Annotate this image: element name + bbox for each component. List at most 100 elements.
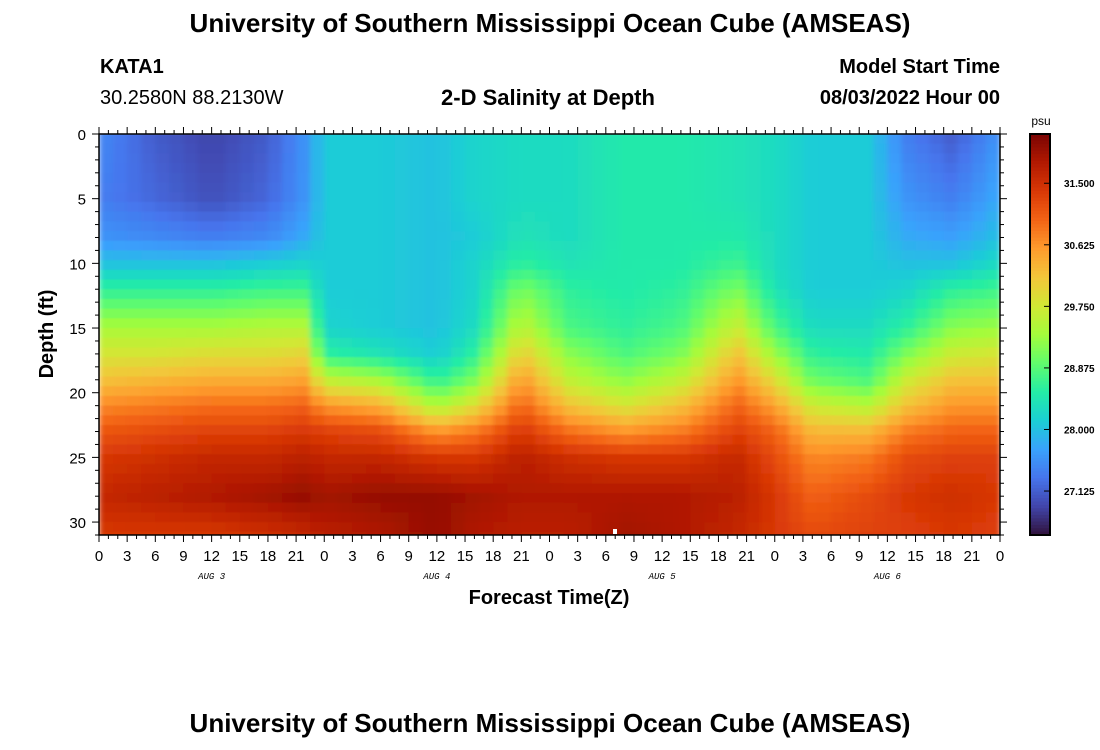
heatmap-cell: [915, 231, 931, 242]
heatmap-cell: [99, 337, 114, 349]
heatmap-cell: [718, 269, 734, 281]
heatmap-cell: [704, 454, 720, 465]
colorbar-tick-label: 31.500: [1064, 179, 1095, 190]
heatmap-cell: [690, 473, 706, 485]
heatmap-cell: [535, 289, 551, 300]
heatmap-cell: [605, 473, 621, 485]
heatmap-cell: [465, 211, 481, 223]
heatmap-cell: [493, 454, 509, 465]
heatmap-cell: [366, 434, 382, 446]
heatmap-cell: [436, 483, 452, 494]
heatmap-cell: [352, 250, 368, 262]
heatmap-cell: [493, 201, 509, 213]
heatmap-cell: [493, 463, 509, 475]
heatmap-cell: [901, 172, 917, 184]
heatmap-cell: [493, 143, 509, 155]
heatmap-cell: [296, 531, 312, 535]
heatmap-cell: [493, 260, 509, 271]
heatmap-cell: [169, 357, 185, 368]
heatmap-cell: [127, 269, 143, 281]
heatmap-cell: [338, 376, 354, 388]
heatmap-cell: [549, 134, 565, 145]
heatmap-cell: [788, 182, 804, 194]
heatmap-cell: [619, 231, 635, 242]
heatmap-cell: [310, 434, 326, 446]
heatmap-cell: [577, 502, 593, 514]
heatmap-cell: [887, 250, 903, 262]
heatmap-cell: [296, 289, 312, 300]
heatmap-cell: [394, 444, 410, 456]
heatmap-cell: [605, 337, 621, 349]
heatmap-cell: [450, 201, 466, 213]
heatmap-cell: [113, 531, 129, 535]
heatmap-cell: [352, 454, 368, 465]
x-tick-label: 0: [771, 548, 779, 565]
heatmap-cell: [915, 395, 931, 407]
heatmap-cell: [394, 240, 410, 252]
heatmap-cell: [507, 143, 523, 155]
heatmap-cell: [943, 172, 959, 184]
heatmap-cell: [479, 289, 495, 300]
heatmap-cell: [915, 376, 931, 388]
heatmap-cell: [239, 172, 255, 184]
heatmap-cell: [394, 531, 410, 535]
heatmap-cell: [563, 512, 579, 523]
x-tick-label: 21: [738, 548, 755, 565]
heatmap-cell: [676, 318, 692, 329]
heatmap-cell: [845, 289, 861, 300]
heatmap-cell: [859, 231, 875, 242]
colorbar-segment: [1030, 464, 1050, 469]
heatmap-cell: [760, 250, 776, 262]
heatmap-cell: [394, 425, 410, 436]
heatmap-cell: [380, 250, 396, 262]
heatmap-cell: [873, 473, 889, 485]
colorbar-segment: [1030, 331, 1050, 336]
heatmap-cell: [901, 492, 917, 504]
colorbar-segment: [1030, 484, 1050, 490]
heatmap-cell: [366, 143, 382, 155]
heatmap-cell: [676, 298, 692, 310]
heatmap-cell: [296, 221, 312, 232]
heatmap-cell: [436, 337, 452, 349]
heatmap-cell: [915, 444, 931, 456]
heatmap-cell: [197, 502, 213, 514]
heatmap-cell: [225, 279, 241, 291]
heatmap-cell: [113, 444, 129, 456]
heatmap-cell: [591, 502, 607, 514]
heatmap-cell: [746, 192, 762, 203]
heatmap-cell: [113, 201, 129, 213]
heatmap-cell: [859, 143, 875, 155]
heatmap-cell: [774, 289, 790, 300]
heatmap-cell: [915, 405, 931, 417]
heatmap-cell: [155, 386, 171, 397]
heatmap-cell: [352, 231, 368, 242]
heatmap-cell: [788, 483, 804, 494]
heatmap-cell: [591, 231, 607, 242]
heatmap-cell: [971, 192, 987, 203]
heatmap-cell: [732, 463, 748, 475]
heatmap-cell: [352, 386, 368, 397]
heatmap-cell: [915, 425, 931, 436]
heatmap-cell: [915, 192, 931, 203]
heatmap-cell: [155, 502, 171, 514]
heatmap-cell: [985, 182, 1000, 194]
heatmap-cell: [760, 454, 776, 465]
heatmap-cell: [253, 153, 269, 164]
heatmap-cell: [465, 328, 481, 339]
heatmap-cell: [985, 298, 1000, 310]
heatmap-cell: [859, 269, 875, 281]
heatmap-cell: [605, 298, 621, 310]
heatmap-cell: [366, 492, 382, 504]
heatmap-cell: [605, 260, 621, 271]
heatmap-cell: [225, 143, 241, 155]
heatmap-cell: [802, 201, 818, 213]
heatmap-cell: [662, 347, 678, 359]
heatmap-cell: [816, 289, 832, 300]
heatmap-cell: [802, 328, 818, 339]
heatmap-cell: [943, 308, 959, 320]
heatmap-cell: [704, 328, 720, 339]
heatmap-cell: [169, 376, 185, 388]
heatmap-cell: [408, 153, 424, 164]
heatmap-cell: [788, 347, 804, 359]
heatmap-cell: [676, 211, 692, 223]
